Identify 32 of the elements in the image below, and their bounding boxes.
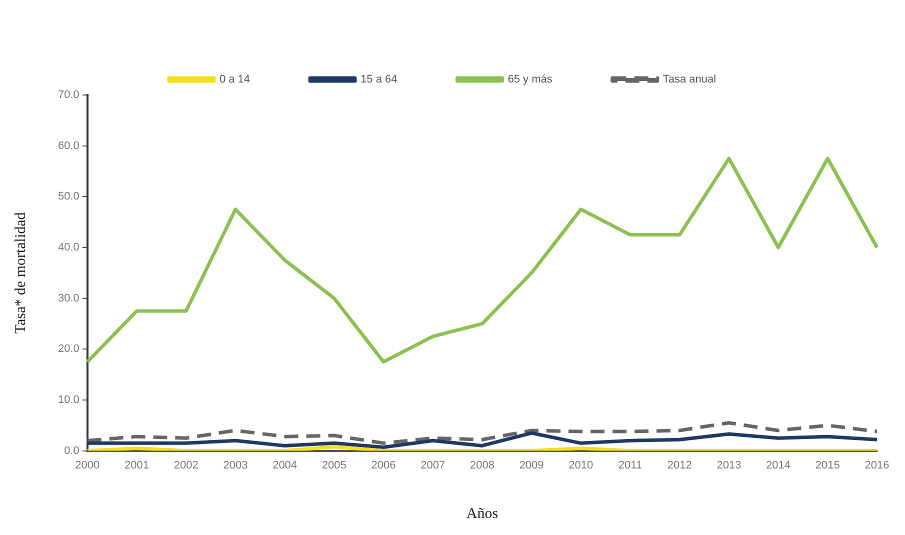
y-tick-label: 50.0 (58, 190, 80, 203)
y-tick-label: 70.0 (58, 89, 80, 102)
x-tick-label: 2012 (667, 459, 692, 472)
x-tick-label: 2008 (470, 459, 494, 472)
x-tick-label: 2014 (766, 459, 791, 472)
x-tick-label: 2007 (420, 459, 446, 472)
legend-label: Tasa anual (662, 74, 716, 86)
legend-label: 15 a 64 (360, 74, 398, 86)
x-tick-label: 2016 (864, 459, 890, 472)
x-tick-label: 2010 (568, 459, 594, 472)
y-tick-label: 60.0 (58, 140, 80, 152)
x-tick-label: 2011 (618, 459, 642, 472)
x-tick-label: 2006 (371, 459, 396, 472)
x-tick-label: 2000 (75, 459, 100, 472)
x-tick-label: 2001 (124, 459, 149, 472)
y-tick-label: 20.0 (58, 343, 80, 356)
y-tick-label: 30.0 (58, 292, 80, 304)
x-tick-label: 2003 (223, 459, 248, 472)
y-tick-label: 0.0 (64, 444, 80, 457)
legend-label: 65 y más (508, 74, 553, 86)
x-tick-label: 2009 (519, 459, 544, 472)
x-tick-label: 2005 (322, 459, 346, 472)
line-series (86, 421, 879, 445)
x-tick-label: 2004 (272, 459, 298, 472)
y-axis-title: Tasa* de mortalidad (12, 212, 29, 334)
y-tick-label: 10.0 (58, 394, 80, 406)
y-tick-label: 40.0 (58, 242, 80, 254)
legend-label: 0 a 14 (219, 74, 250, 86)
x-tick-label: 2015 (815, 459, 840, 472)
x-axis-title: Años (466, 506, 498, 522)
x-tick-label: 2013 (716, 459, 742, 472)
x-tick-label: 2002 (174, 459, 198, 472)
